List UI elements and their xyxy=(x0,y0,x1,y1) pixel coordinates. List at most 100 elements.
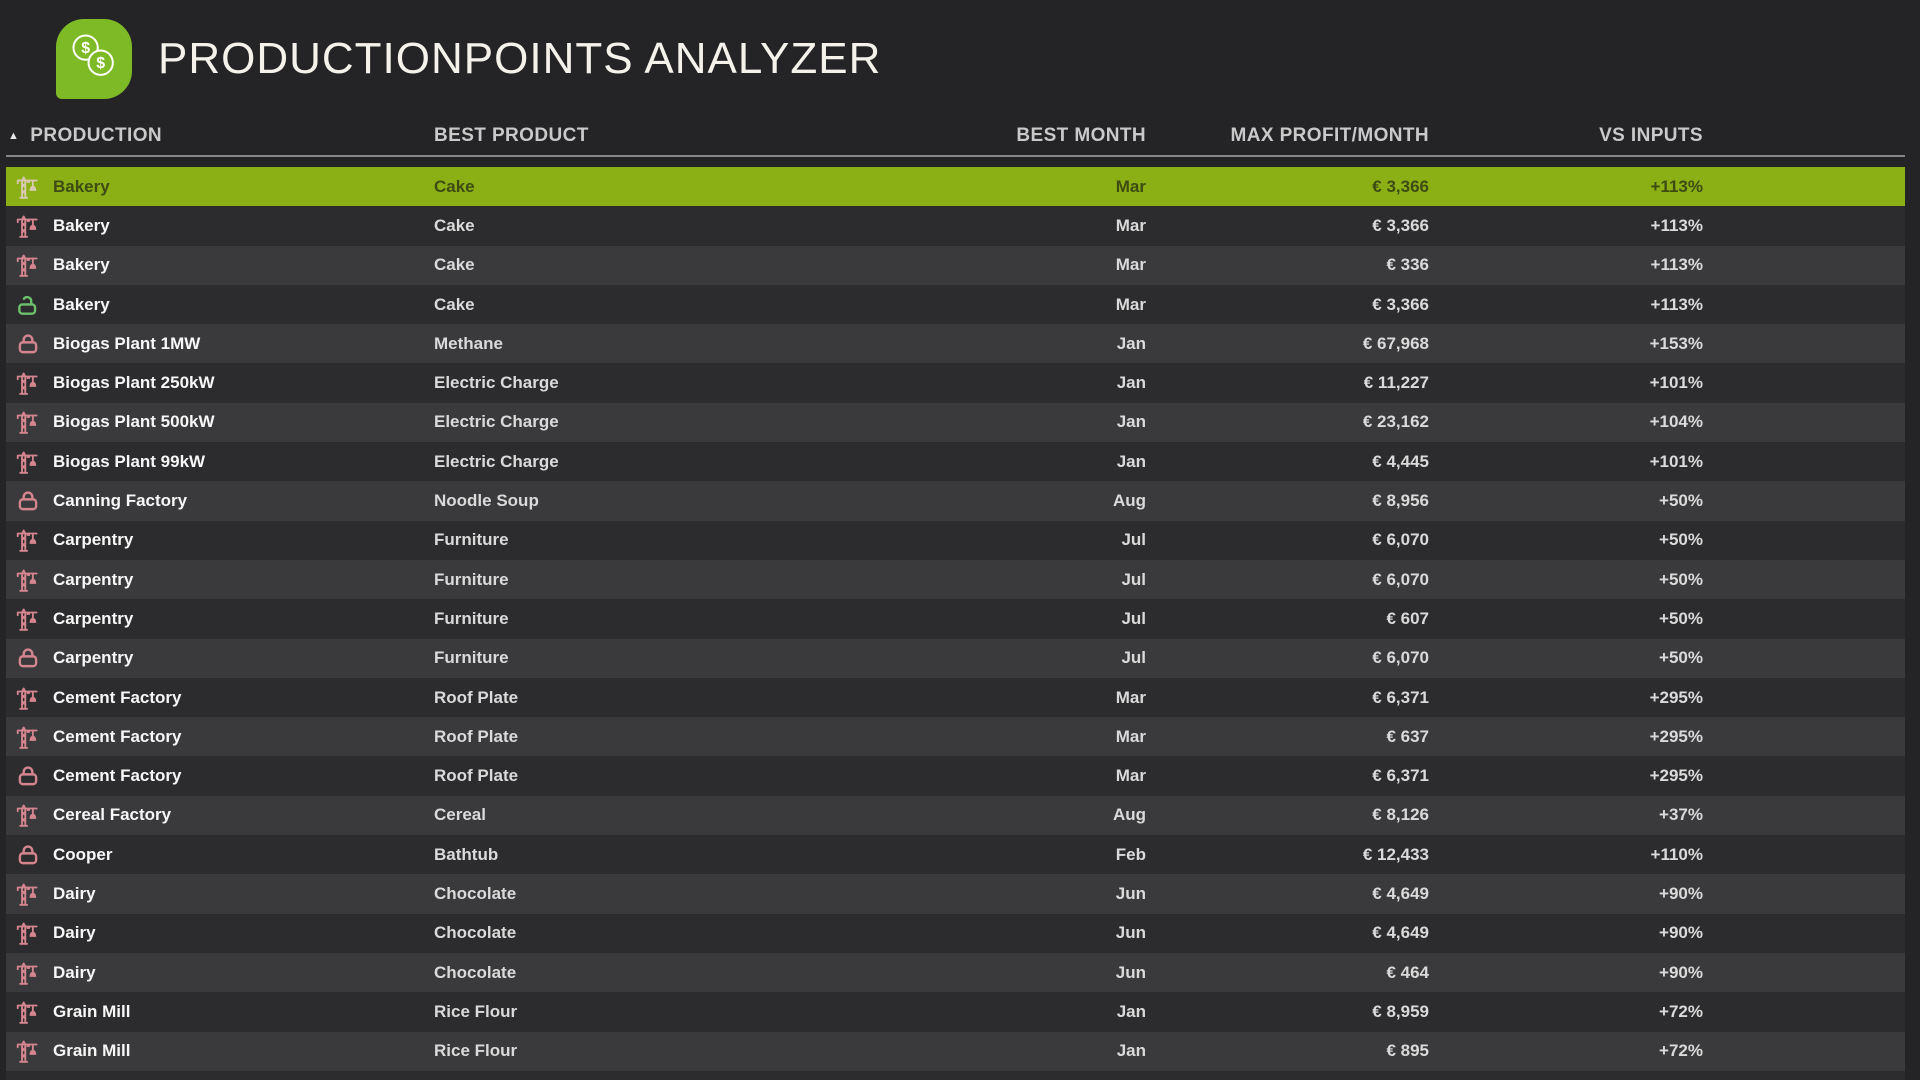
best-product: Cake xyxy=(434,255,475,275)
table-row[interactable]: Bakery Cake Mar € 3,366 +113% xyxy=(6,284,1905,325)
table-row[interactable]: Grain Mill Rice Flour Jan € 895 +72% xyxy=(6,1031,1905,1071)
best-month: Jan xyxy=(1116,1001,1146,1021)
best-month: Jun xyxy=(1115,923,1146,943)
column-header-production-label: PRODUCTION xyxy=(30,125,163,146)
svg-text:$: $ xyxy=(81,40,90,57)
column-header-max-profit[interactable]: MAX PROFIT/MONTH xyxy=(1230,125,1429,146)
table-row-partial[interactable] xyxy=(6,1070,1905,1080)
max-profit-month: € 67,968 xyxy=(1362,333,1429,353)
best-month: Feb xyxy=(1115,844,1146,864)
table-row[interactable]: Cement Factory Roof Plate Mar € 6,371 +295% xyxy=(6,677,1905,718)
max-profit-month: € 895 xyxy=(1386,1041,1429,1061)
max-profit-month: € 607 xyxy=(1386,608,1429,628)
table-row[interactable]: Carpentry Furniture Jul € 607 +50% xyxy=(6,599,1905,639)
vs-inputs: +37% xyxy=(1659,805,1703,825)
table-row[interactable]: Bakery Cake Mar € 3,366 +113% xyxy=(6,167,1905,207)
best-month: Mar xyxy=(1115,176,1146,196)
crane-icon xyxy=(6,174,53,200)
best-month: Mar xyxy=(1115,687,1146,707)
crane-icon xyxy=(6,252,53,278)
vs-inputs: +110% xyxy=(1650,844,1703,864)
production-name: Carpentry xyxy=(53,569,134,589)
lock-icon xyxy=(6,842,53,868)
coins-icon: $ $ xyxy=(63,25,125,92)
vs-inputs: +50% xyxy=(1659,491,1703,511)
table-row[interactable]: Bakery Cake Mar € 336 +113% xyxy=(6,245,1905,285)
max-profit-month: € 336 xyxy=(1386,255,1429,275)
table-row[interactable]: Dairy Chocolate Jun € 464 +90% xyxy=(6,952,1905,993)
vs-inputs: +90% xyxy=(1659,962,1703,982)
crane-icon xyxy=(6,449,53,475)
max-profit-month: € 8,956 xyxy=(1372,491,1429,511)
vs-inputs: +104% xyxy=(1649,412,1703,432)
production-name: Biogas Plant 1MW xyxy=(53,333,201,353)
best-product: Methane xyxy=(434,333,503,353)
vs-inputs: +50% xyxy=(1659,530,1703,550)
best-month: Jan xyxy=(1116,451,1146,471)
table-row[interactable]: Cereal Factory Cereal Aug € 8,126 +37% xyxy=(6,795,1905,836)
max-profit-month: € 8,959 xyxy=(1372,1001,1429,1021)
column-header-production[interactable]: ▲ PRODUCTION xyxy=(6,125,434,147)
table-row[interactable]: Carpentry Furniture Jul € 6,070 +50% xyxy=(6,638,1905,678)
vs-inputs: +50% xyxy=(1659,648,1703,668)
table-row[interactable]: Biogas Plant 99kW Electric Charge Jan € 4,4… xyxy=(6,442,1905,482)
best-product: Rice Flour xyxy=(434,1001,518,1021)
crane-icon xyxy=(6,370,53,396)
production-name: Dairy xyxy=(53,962,96,982)
production-name: Biogas Plant 99kW xyxy=(53,451,206,471)
table-row[interactable]: Biogas Plant 1MW Methane Jan € 67,968 +153% xyxy=(6,324,1905,364)
column-header-best-product[interactable]: BEST PRODUCT xyxy=(434,125,589,146)
best-month: Jun xyxy=(1115,883,1146,903)
best-month: Mar xyxy=(1115,294,1146,314)
crane-icon xyxy=(6,802,53,828)
best-month: Aug xyxy=(1112,805,1146,825)
table-row[interactable]: Cement Factory Roof Plate Mar € 6,371 +295% xyxy=(6,756,1905,796)
sort-ascending-icon: ▲ xyxy=(8,129,20,142)
crane-icon xyxy=(6,606,53,632)
production-name: Bakery xyxy=(53,255,110,275)
best-month: Jul xyxy=(1121,648,1146,668)
max-profit-month: € 3,366 xyxy=(1372,215,1429,235)
best-month: Jun xyxy=(1115,962,1146,982)
production-name: Cooper xyxy=(53,844,113,864)
table-row[interactable]: Bakery Cake Mar € 3,366 +113% xyxy=(6,206,1905,246)
table-row[interactable]: Grain Mill Rice Flour Jan € 8,959 +72% xyxy=(6,992,1905,1032)
best-month: Jul xyxy=(1121,608,1146,628)
crane-icon xyxy=(6,213,53,239)
best-product: Cake xyxy=(434,176,475,196)
table-row[interactable]: Biogas Plant 250kW Electric Charge Jan € 11… xyxy=(6,363,1905,403)
table-row[interactable]: Biogas Plant 500kW Electric Charge Jan € 23… xyxy=(6,402,1905,443)
table-row[interactable]: Dairy Chocolate Jun € 4,649 +90% xyxy=(6,874,1905,914)
table-row[interactable]: Carpentry Furniture Jul € 6,070 +50% xyxy=(6,559,1905,600)
table-row[interactable]: Canning Factory Noodle Soup Aug € 8,956 +50% xyxy=(6,481,1905,521)
best-product: Electric Charge xyxy=(434,373,559,393)
unlock-icon xyxy=(6,292,53,318)
table-row[interactable]: Cooper Bathtub Feb € 12,433 +110% xyxy=(6,835,1905,875)
production-name: Carpentry xyxy=(53,608,134,628)
best-product: Roof Plate xyxy=(434,726,519,746)
lock-icon xyxy=(6,331,53,357)
vs-inputs: +153% xyxy=(1649,333,1703,353)
best-product: Bathtub xyxy=(434,844,499,864)
best-month: Jan xyxy=(1116,333,1146,353)
crane-icon xyxy=(6,881,53,907)
lock-icon xyxy=(6,763,53,789)
vs-inputs: +90% xyxy=(1659,883,1703,903)
vs-inputs: +113% xyxy=(1650,215,1703,235)
best-product: Roof Plate xyxy=(434,687,519,707)
best-product: Chocolate xyxy=(434,923,517,943)
column-header-vs-inputs[interactable]: VS INPUTS xyxy=(1599,125,1703,146)
best-product: Electric Charge xyxy=(434,451,559,471)
vs-inputs: +50% xyxy=(1659,569,1703,589)
max-profit-month: € 23,162 xyxy=(1362,412,1429,432)
production-name: Cement Factory xyxy=(53,766,182,786)
table-row[interactable]: Carpentry Furniture Jul € 6,070 +50% xyxy=(6,520,1905,560)
vs-inputs: +113% xyxy=(1650,176,1703,196)
best-product: Rice Flour xyxy=(434,1041,518,1061)
table-row[interactable]: Cement Factory Roof Plate Mar € 637 +295% xyxy=(6,717,1905,757)
best-product: Cake xyxy=(434,294,475,314)
best-month: Jan xyxy=(1116,373,1146,393)
table-row[interactable]: Dairy Chocolate Jun € 4,649 +90% xyxy=(6,913,1905,953)
column-header-best-month[interactable]: BEST MONTH xyxy=(1016,125,1146,146)
vs-inputs: +113% xyxy=(1650,255,1703,275)
